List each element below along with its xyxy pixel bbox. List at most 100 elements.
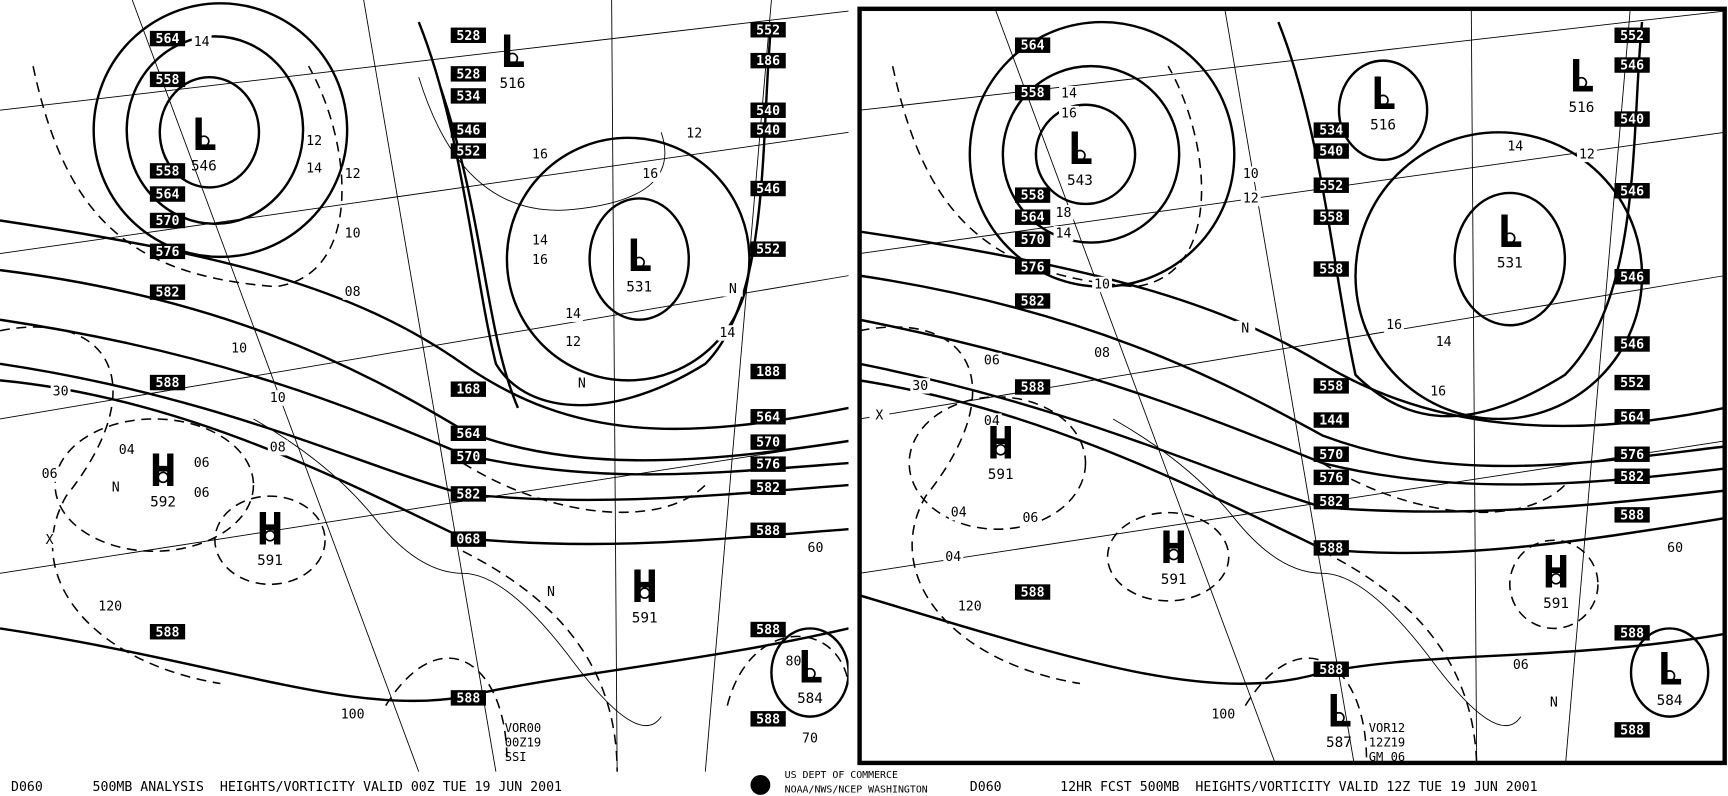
contour-label-bg — [805, 540, 826, 556]
contour-label: 60 — [1667, 541, 1683, 556]
height-label-box — [1614, 374, 1650, 391]
height-label: 588 — [1620, 508, 1644, 523]
height-label-box — [1014, 293, 1051, 309]
height-label: 528 — [456, 67, 480, 82]
height-label: 540 — [1319, 145, 1343, 160]
center-value: 516 — [500, 76, 526, 92]
contour-label: N — [578, 377, 586, 392]
contour-label-bg — [1577, 146, 1597, 163]
center-value: 516 — [1569, 100, 1595, 116]
height-label: 558 — [1021, 189, 1045, 204]
contour-label-bg — [39, 466, 60, 482]
height-label: 534 — [1319, 124, 1343, 139]
pressure-center-letter: H — [1543, 547, 1570, 598]
height-label: 564 — [1620, 410, 1644, 425]
height-label-box — [1313, 177, 1349, 193]
noaa-logo — [750, 775, 771, 795]
center-value: 531 — [1497, 255, 1523, 271]
height-label-box — [1014, 37, 1051, 53]
contour-label: 30 — [53, 384, 69, 399]
contour-label: 12 — [306, 134, 322, 149]
height-label-box — [1614, 336, 1650, 352]
height-label: 552 — [456, 145, 480, 160]
height-label: 546 — [456, 124, 480, 139]
height-label: 546 — [1620, 184, 1644, 199]
height-label: 528 — [456, 29, 480, 44]
center-marker — [1504, 232, 1516, 244]
height-label-box — [450, 122, 486, 138]
height-label: 582 — [156, 286, 180, 301]
contour-label-bg — [39, 532, 60, 548]
contour-label-bg — [943, 549, 964, 565]
height-label: 558 — [1021, 86, 1045, 101]
contour-label: 12 — [345, 167, 361, 182]
height-label: 558 — [1319, 379, 1343, 394]
pressure-center-letter: L — [1497, 207, 1524, 258]
height-label-box — [450, 425, 486, 441]
contour-label-bg — [684, 125, 705, 142]
height-label-box — [1614, 625, 1650, 641]
panel-annotation: 00Z19 — [505, 736, 541, 750]
height-label-box — [1313, 469, 1349, 486]
contour-label-bg — [1384, 317, 1404, 333]
contour-label-bg — [1240, 166, 1261, 182]
center-marker — [1377, 94, 1389, 107]
contour-label-bg — [342, 706, 363, 723]
height-label-box — [149, 243, 186, 260]
height-label-box — [1614, 468, 1650, 484]
pressure-center-letter: L — [1370, 69, 1397, 120]
center-marker — [1333, 711, 1345, 724]
contour-label: 60 — [808, 541, 824, 556]
height-label: 552 — [1319, 179, 1343, 194]
contour-label: 14 — [1061, 87, 1077, 102]
contour-label: 18 — [1056, 206, 1072, 221]
height-label-box — [750, 102, 786, 118]
contour-label: 80 — [786, 654, 802, 669]
height-label-box — [1014, 231, 1051, 247]
right-contours — [859, 8, 1725, 763]
pressure-center-letter: H — [987, 419, 1014, 470]
height-label-box — [149, 624, 186, 640]
height-label-box — [1014, 259, 1051, 275]
height-label: 068 — [456, 533, 480, 548]
contour-label-bg — [229, 340, 250, 357]
contour-label-bg — [530, 146, 550, 163]
center-value: 546 — [191, 158, 217, 174]
height-label-box — [1014, 379, 1051, 395]
agency: US DEPT OF COMMERCE — [785, 770, 898, 781]
contour-label-bg — [1240, 190, 1261, 207]
height-label-box — [149, 374, 186, 391]
center-value: 591 — [632, 610, 658, 626]
contour-label: N — [547, 585, 555, 600]
height-label: 588 — [756, 712, 780, 727]
center-marker — [804, 667, 816, 680]
contour-label: 16 — [1430, 384, 1446, 399]
height-label-box — [750, 434, 786, 450]
height-label: 576 — [156, 245, 180, 260]
contour-label: 06 — [1022, 511, 1038, 526]
height-label: 558 — [1319, 211, 1343, 226]
pressure-center-letter: H — [150, 446, 177, 497]
height-label-box — [750, 180, 786, 197]
height-label-box — [1313, 446, 1349, 462]
height-label-box — [450, 381, 486, 397]
height-label: 564 — [756, 410, 780, 425]
contour-label: 100 — [341, 707, 365, 722]
contour-label: 04 — [945, 550, 961, 565]
center-value: 543 — [1067, 173, 1093, 189]
panel-annotation: VOR12 — [1369, 721, 1405, 735]
height-label-box — [1014, 584, 1051, 600]
height-label: 570 — [1319, 448, 1343, 463]
contour-label-bg — [191, 34, 212, 50]
left-contours — [0, 0, 849, 772]
height-label: 546 — [1620, 270, 1644, 285]
contour-label-bg — [267, 439, 288, 456]
contour-label-bg — [530, 252, 550, 268]
height-label-box — [1313, 261, 1349, 277]
height-label: 552 — [1620, 29, 1644, 44]
height-label: 588 — [756, 524, 780, 539]
height-label-box — [1313, 122, 1349, 138]
contour-label-bg — [100, 598, 121, 615]
height-label: 588 — [1021, 586, 1045, 601]
